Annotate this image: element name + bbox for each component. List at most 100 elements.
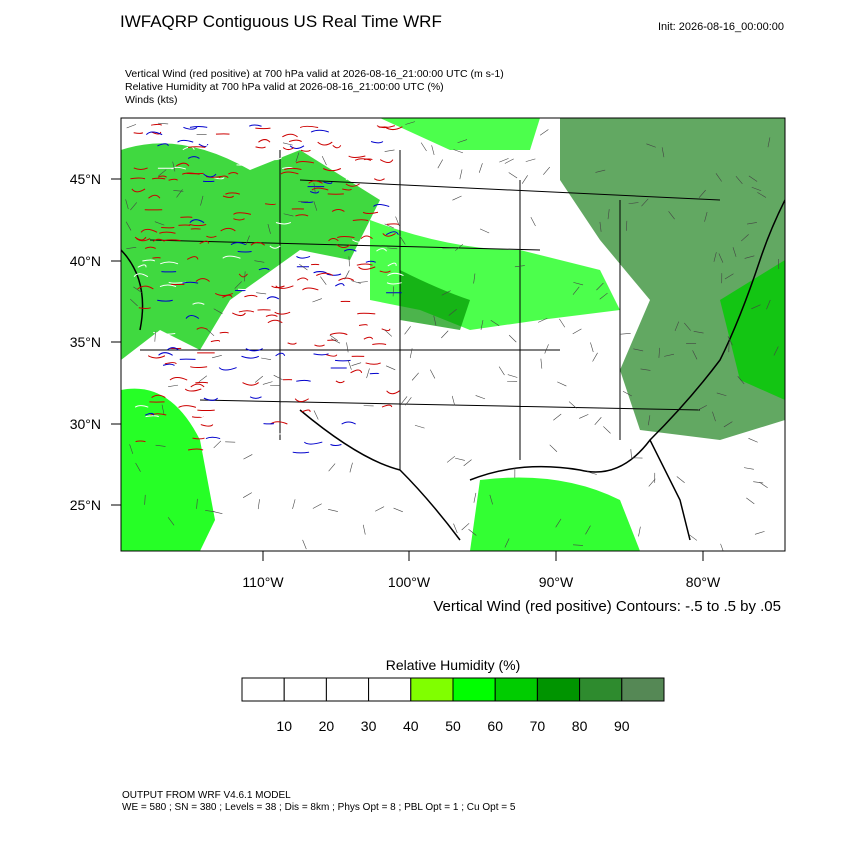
wind-barb [312, 503, 322, 509]
wind-barb [723, 421, 733, 428]
wind-barb [453, 523, 458, 534]
wind-contour [313, 271, 327, 274]
wind-barb [313, 201, 318, 211]
wind-contour [313, 353, 329, 356]
wind-contour [323, 181, 333, 184]
wind-contour [363, 158, 373, 161]
wind-barb [158, 169, 167, 177]
wind-contour [186, 256, 199, 260]
wind-contour [296, 379, 311, 382]
wind-barb [243, 454, 253, 460]
wind-contour [294, 398, 309, 403]
wind-contour [169, 377, 188, 381]
wind-contour [151, 123, 162, 126]
wind-barb [405, 121, 416, 125]
wind-contour [220, 227, 236, 232]
wind-barb [648, 478, 656, 487]
wind-contour [200, 424, 214, 427]
footer-line: WE = 580 ; SN = 380 ; Levels = 38 ; Dis … [122, 802, 516, 813]
wind-contour [225, 192, 240, 195]
wind-barb [727, 336, 733, 346]
wind-barb [620, 333, 631, 335]
wind-contour [135, 440, 146, 443]
wind-contour [177, 139, 194, 143]
ticks [111, 178, 704, 561]
wind-barb [626, 220, 628, 231]
wind-contour [311, 187, 329, 191]
wind-barb [328, 463, 336, 472]
wind-contour [282, 147, 295, 151]
wind-barb [393, 507, 403, 513]
wind-contour [330, 258, 344, 262]
wind-contour [187, 156, 200, 159]
wind-contour [352, 239, 371, 243]
wind-contour [206, 235, 217, 238]
wind-contour [287, 342, 297, 345]
wind-contour [145, 412, 155, 416]
wind-barb [490, 320, 500, 326]
colorbar-label: 90 [614, 718, 630, 734]
wind-contour [198, 414, 214, 418]
wind-contour [292, 451, 310, 454]
wind-barb [446, 455, 456, 463]
wind-barb [441, 330, 449, 339]
wind-contour [153, 331, 163, 334]
wind-contour [189, 125, 208, 128]
wind-barb [198, 375, 208, 383]
wind-contour [288, 139, 302, 143]
wind-barb [592, 352, 598, 362]
wind-contour [341, 421, 356, 425]
wind-barb [245, 235, 250, 245]
wind-contour [160, 261, 179, 265]
wind-barb [525, 158, 536, 162]
wind-barb [409, 348, 413, 359]
wind-barb [540, 358, 543, 369]
wind-barb [549, 444, 558, 452]
wind-contour [162, 363, 175, 366]
lon-label: 90°W [539, 574, 574, 590]
wind-barb [668, 211, 675, 220]
wind-barb [508, 334, 517, 343]
wind-barb [499, 158, 509, 163]
wind-barb [158, 122, 169, 125]
wind-barb [559, 318, 566, 328]
wind-contour [238, 273, 248, 278]
wind-contour [319, 159, 336, 162]
wind-contour [232, 312, 246, 317]
wind-barb [144, 494, 146, 505]
map: 45°N 40°N 35°N 30°N 25°N 110°W 100°W 90°… [70, 117, 786, 615]
wind-contour [134, 236, 147, 241]
wind-barb [384, 223, 394, 229]
wind-barb [346, 342, 349, 353]
wind-barb [213, 308, 223, 314]
wind-contour [255, 127, 271, 130]
wind-contour [371, 332, 388, 336]
wind-contour [215, 292, 233, 296]
wind-contour [381, 328, 391, 332]
wind-barb [126, 124, 137, 129]
wind-contour [386, 223, 399, 225]
contour-note: Vertical Wind (red positive) Contours: -… [433, 598, 781, 615]
wind-contour [198, 143, 209, 148]
wind-contour [206, 383, 220, 388]
wind-barb [459, 169, 463, 180]
wind-contour [322, 168, 342, 172]
field-line: Vertical Wind (red positive) at 700 hPa … [125, 68, 504, 80]
wind-barb [205, 510, 216, 513]
wind-contour [159, 284, 177, 288]
wind-barb [437, 159, 443, 169]
wind-barb [448, 309, 457, 316]
wind-barb [357, 281, 368, 283]
wind-contour [363, 336, 374, 340]
colorbar-box [241, 677, 285, 702]
wind-contour [158, 352, 173, 356]
wind-contour [137, 285, 154, 290]
wind-contour [271, 285, 285, 289]
wind-barb [267, 224, 271, 234]
wind-contour [189, 219, 205, 224]
wind-barb [154, 221, 165, 226]
wind-contour [360, 235, 373, 240]
wind-contour [222, 294, 233, 298]
colorbar-label: 20 [319, 718, 335, 734]
